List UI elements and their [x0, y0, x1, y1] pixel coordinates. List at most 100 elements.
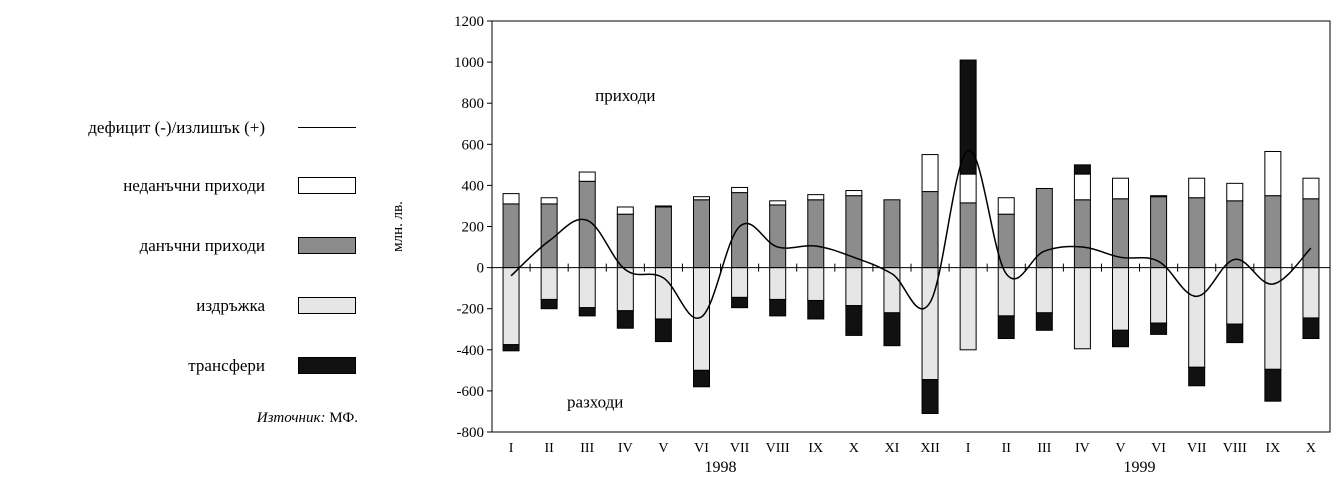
bar-transfers	[1188, 366, 1206, 387]
bar-maintenance	[540, 267, 558, 300]
x-tick-label: III	[1037, 441, 1051, 456]
legend: дефицит (-)/излишък (+) неданъчни приход…	[0, 0, 380, 479]
y-tick-label: -600	[457, 384, 485, 400]
x-tick-label: V	[1115, 441, 1125, 456]
chart: -800 -600 -400 -200 0 200 400 600 800 1000 1200 млн…	[390, 14, 1331, 476]
x-tick-label: IV	[618, 441, 633, 456]
legend-item-maintenance: издръжка	[0, 296, 358, 316]
bar-maintenance	[807, 267, 825, 301]
legend-item-tax: данъчни приходи	[0, 236, 358, 256]
bar-transfers	[616, 310, 634, 329]
x-tick-label: VI	[1151, 441, 1166, 456]
bar-maintenance	[1188, 267, 1206, 368]
x-tick-label: X	[849, 441, 859, 456]
bar-maintenance	[845, 267, 863, 307]
x-tick-label: VII	[730, 441, 750, 456]
bar-nontax	[654, 205, 672, 208]
bar-nontax	[1073, 173, 1091, 201]
bar-nontax	[1302, 177, 1320, 200]
bar-maintenance	[921, 267, 939, 381]
bar-tax	[731, 192, 749, 269]
bar-tax	[883, 199, 901, 269]
x-tick-label: VIII	[1223, 441, 1247, 456]
bar-tax	[1226, 200, 1244, 269]
y-tick-label: 400	[462, 178, 485, 194]
bar-transfers	[997, 315, 1015, 339]
legend-item-deficit: дефицит (-)/излишък (+)	[0, 118, 358, 138]
bar-tax	[959, 202, 977, 269]
x-tick-label: XI	[885, 441, 900, 456]
x-tick-label: V	[658, 441, 668, 456]
bar-transfers-pos	[959, 59, 977, 175]
bar-tax	[1188, 197, 1206, 269]
bar-tax	[654, 206, 672, 269]
bar-maintenance	[616, 267, 634, 312]
source-label: Източник:	[256, 410, 326, 426]
bar-nontax	[693, 196, 710, 201]
y-tick-label: 1200	[454, 14, 484, 30]
legend-swatch-nontax	[298, 177, 356, 194]
legend-swatch-transfers	[298, 357, 356, 374]
bar-maintenance	[769, 267, 787, 300]
bar-transfers	[1226, 323, 1244, 344]
legend-label-nontax: неданъчни приходи	[123, 176, 265, 195]
legend-item-nontax: неданъчни приходи	[0, 176, 358, 196]
bar-maintenance	[693, 267, 710, 371]
bar-nontax	[616, 206, 634, 215]
bar-tax	[616, 213, 634, 269]
bar-tax	[807, 199, 825, 269]
y-tick-label: 0	[477, 261, 485, 277]
bar-transfers	[1112, 329, 1129, 348]
source-value: МФ.	[329, 410, 358, 426]
bar-transfers	[921, 379, 939, 415]
bar-transfers	[502, 344, 520, 352]
bar-maintenance	[1150, 267, 1168, 324]
bar-transfers	[578, 307, 596, 317]
bar-tax	[502, 203, 520, 269]
bar-transfers	[654, 318, 672, 343]
bar-maintenance	[959, 267, 977, 351]
x-tick-label: I	[966, 441, 971, 456]
bar-nontax	[921, 154, 939, 193]
bar-maintenance	[1073, 267, 1091, 350]
legend-label-maintenance: издръжка	[196, 296, 265, 315]
bar-tax	[1073, 199, 1091, 269]
y-axis-label: млн. лв.	[390, 201, 406, 252]
annotation-revenues: приходи	[595, 86, 655, 105]
y-tick-label: 1000	[454, 55, 484, 71]
x-tick-label: IX	[1265, 441, 1280, 456]
bar-transfers	[731, 296, 749, 309]
bar-nontax	[1112, 177, 1129, 200]
y-tick-label: 800	[462, 96, 485, 112]
y-tick-label: -800	[457, 425, 485, 441]
legend-label-tax: данъчни приходи	[139, 236, 265, 255]
legend-item-transfers: трансфери	[0, 356, 358, 376]
x-tick-label: I	[509, 441, 514, 456]
bar-maintenance	[1035, 267, 1053, 314]
y-tick-label: 600	[462, 137, 485, 153]
bar-maintenance	[731, 267, 749, 298]
bar-transfers	[540, 298, 558, 310]
bar-transfers-pos	[1073, 164, 1091, 175]
bar-nontax	[502, 193, 520, 205]
bar-maintenance	[1226, 267, 1244, 325]
bar-nontax	[997, 197, 1015, 215]
bar-nontax	[731, 186, 749, 194]
bar-nontax	[1150, 195, 1168, 198]
x-tick-label: II	[544, 441, 554, 456]
x-tick-label: III	[580, 441, 594, 456]
bar-transfers	[1264, 368, 1282, 402]
deficit-line	[510, 149, 1312, 320]
bar-transfers	[1035, 312, 1053, 331]
year-label: 1999	[1124, 459, 1156, 476]
x-tick-label: II	[1002, 441, 1012, 456]
bar-nontax	[540, 197, 558, 205]
bar-nontax	[1264, 150, 1282, 197]
legend-label-transfers: трансфери	[188, 356, 265, 375]
bar-transfers	[693, 369, 710, 388]
x-tick-label: VI	[694, 441, 709, 456]
bar-nontax	[845, 190, 863, 197]
x-tick-label: VIII	[766, 441, 790, 456]
x-tick-label: X	[1306, 441, 1316, 456]
bar-tax	[1302, 198, 1320, 269]
